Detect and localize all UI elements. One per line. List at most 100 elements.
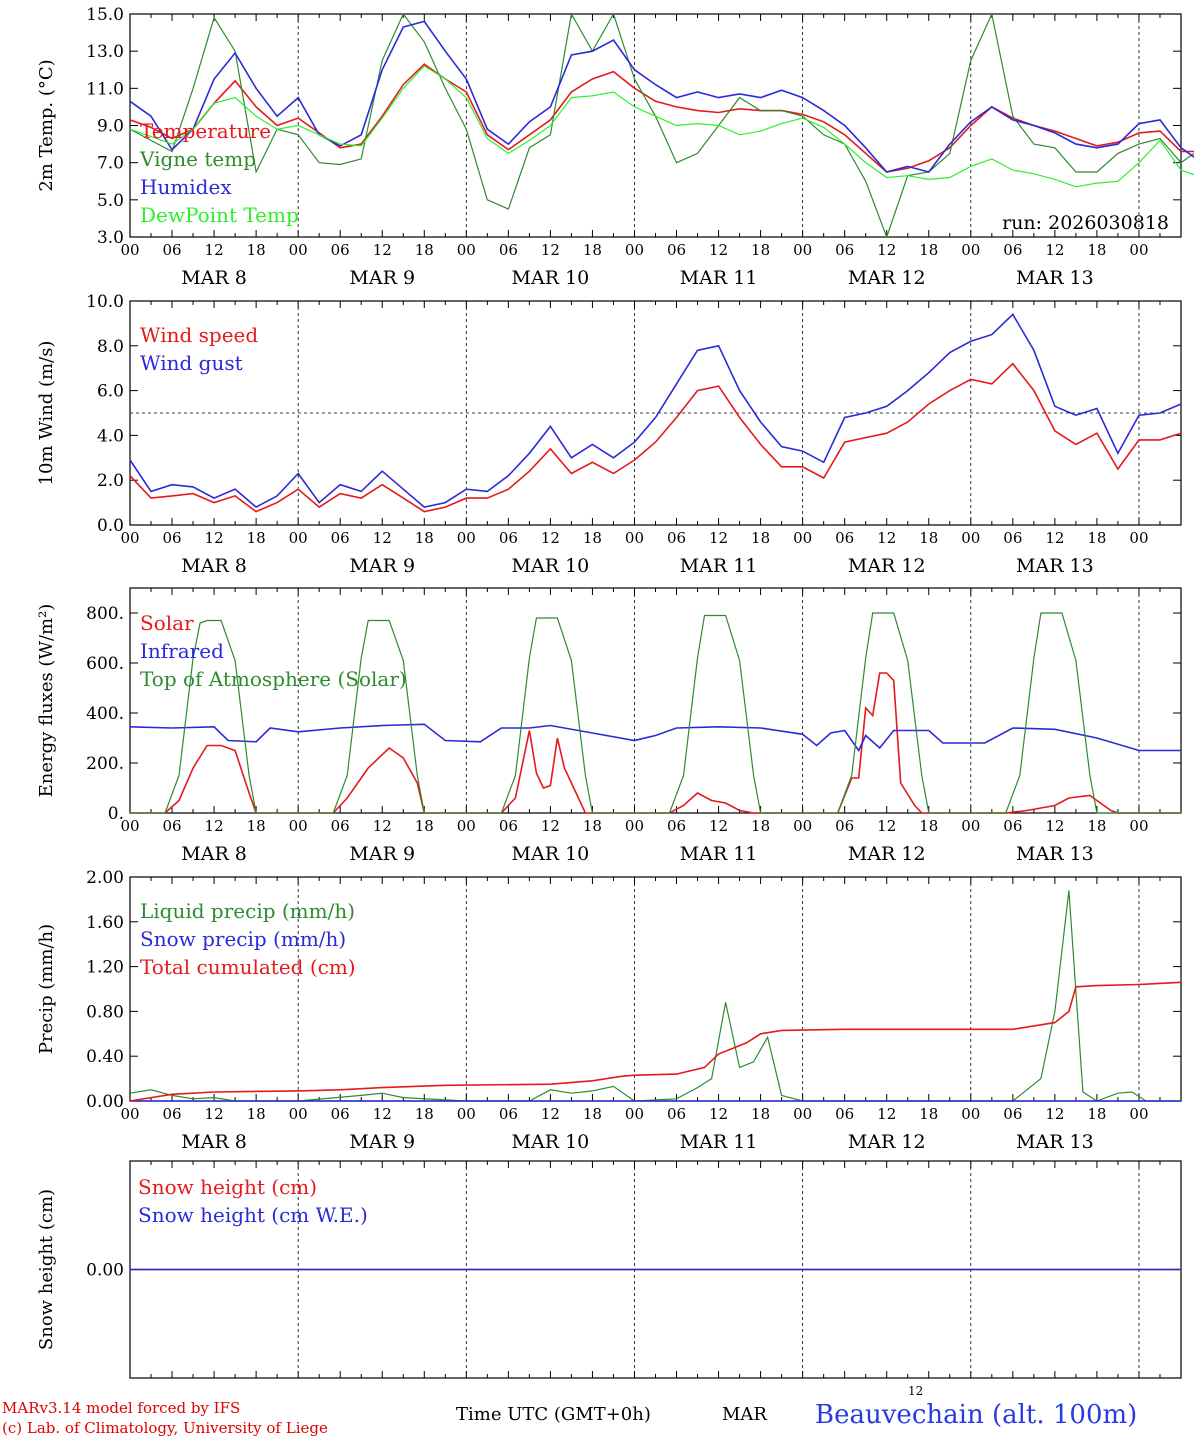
footer-month: MAR xyxy=(722,1404,767,1425)
x-tick-label: 18 xyxy=(583,529,602,547)
x-tick-label: 00 xyxy=(961,529,980,547)
day-label: MAR 12 xyxy=(848,267,926,289)
x-tick-label: 18 xyxy=(247,817,266,835)
legend-entry: Solar xyxy=(140,611,194,635)
x-tick-label: 18 xyxy=(247,1105,266,1123)
series-line-vigne-temp xyxy=(129,12,1194,239)
x-tick-label: 06 xyxy=(162,1105,181,1123)
x-tick-label: 00 xyxy=(961,817,980,835)
credit-line-2: (c) Lab. of Climatology, University of L… xyxy=(2,1419,328,1437)
y-axis-label: Precip (mm/h) xyxy=(36,924,57,1054)
day-label: MAR 9 xyxy=(349,555,415,577)
y-tick-label: 2.00 xyxy=(86,868,124,888)
day-label: MAR 9 xyxy=(349,267,415,289)
x-tick-label: 00 xyxy=(289,817,308,835)
day-label: MAR 12 xyxy=(848,843,926,865)
y-tick-label: 11.0 xyxy=(86,79,124,99)
series-line-dewpoint-temp xyxy=(129,65,1194,188)
x-tick-label: 06 xyxy=(1003,529,1022,547)
y-tick-label: 7.0 xyxy=(97,154,124,174)
x-tick-label: 18 xyxy=(919,241,938,259)
series-line-total-cumulated-cm xyxy=(129,981,1182,1102)
x-tick-label: 00 xyxy=(1129,241,1148,259)
x-tick-label: 06 xyxy=(162,817,181,835)
day-label: MAR 8 xyxy=(181,1131,247,1153)
x-tick-label: 00 xyxy=(961,241,980,259)
x-tick-label: 06 xyxy=(835,241,854,259)
y-tick-label: 0.40 xyxy=(86,1047,124,1067)
panel-3: 0. 200. 400. 600. 800. Energy fluxes (W/m²) 00… xyxy=(36,587,1182,865)
x-tick-label: 06 xyxy=(1003,817,1022,835)
day-label: MAR 13 xyxy=(1016,267,1094,289)
x-tick-label: 06 xyxy=(331,241,350,259)
legend-entry: Snow precip (mm/h) xyxy=(140,927,346,951)
x-tick-label: 00 xyxy=(793,817,812,835)
y-tick-label: 2.0 xyxy=(97,471,124,491)
day-label: MAR 13 xyxy=(1016,1131,1094,1153)
x-tick-label: 00 xyxy=(1129,1105,1148,1123)
legend-entry: Wind speed xyxy=(140,323,258,347)
series-line-wind-speed xyxy=(129,362,1182,513)
legend-entry: Wind gust xyxy=(140,351,243,375)
legend-entry: Vigne temp xyxy=(139,147,256,171)
y-tick-label: 15.0 xyxy=(86,5,124,25)
panel-4: 0.00 0.40 0.80 1.20 1.60 2.00 Precip (mm/h) 00 0… xyxy=(36,868,1182,1153)
x-tick-label: 00 xyxy=(289,1105,308,1123)
day-label: MAR 10 xyxy=(512,267,590,289)
y-tick-label: 13.0 xyxy=(86,42,124,62)
x-tick-label: 00 xyxy=(120,1105,139,1123)
x-tick-label: 06 xyxy=(499,529,518,547)
x-tick-label: 06 xyxy=(1003,241,1022,259)
x-tick-label: 12 xyxy=(1045,817,1064,835)
x-tick-label: 00 xyxy=(289,241,308,259)
x-tick-label: 18 xyxy=(1087,817,1106,835)
day-label: MAR 8 xyxy=(181,267,247,289)
x-tick-label: 12 xyxy=(877,529,896,547)
day-label: MAR 13 xyxy=(1016,843,1094,865)
y-tick-label: 0.0 xyxy=(97,516,124,536)
x-tick-label: 00 xyxy=(793,529,812,547)
station-name: Beauvechain (alt. 100m) xyxy=(815,1400,1138,1430)
footer-day: 12 xyxy=(908,1384,924,1398)
y-tick-label: 0.80 xyxy=(86,1002,124,1022)
x-tick-label: 18 xyxy=(1087,1105,1106,1123)
day-label: MAR 10 xyxy=(512,1131,590,1153)
x-tick-label: 00 xyxy=(457,529,476,547)
x-tick-label: 18 xyxy=(751,1105,770,1123)
x-tick-label: 18 xyxy=(751,817,770,835)
x-tick-label: 00 xyxy=(625,529,644,547)
x-tick-label: 12 xyxy=(541,241,560,259)
x-tick-label: 12 xyxy=(373,241,392,259)
x-tick-label: 00 xyxy=(289,529,308,547)
model-credit: MARv3.14 model forced by IFS (c) Lab. of… xyxy=(2,1398,328,1438)
y-tick-label: 0.00 xyxy=(86,1092,124,1112)
y-axis-label: 2m Temp. (°C) xyxy=(36,59,57,191)
x-tick-label: 06 xyxy=(835,529,854,547)
day-label: MAR 13 xyxy=(1016,555,1094,577)
legend-entry: Liquid precip (mm/h) xyxy=(140,899,355,923)
x-tick-label: 06 xyxy=(667,241,686,259)
x-tick-label: 12 xyxy=(373,529,392,547)
y-axis-label: Energy fluxes (W/m²) xyxy=(36,604,57,798)
credit-line-1: MARv3.14 model forced by IFS xyxy=(2,1399,241,1417)
x-tick-label: 06 xyxy=(1003,1105,1022,1123)
x-tick-label: 00 xyxy=(457,1105,476,1123)
y-tick-label: 400. xyxy=(86,704,124,724)
panel-2: 0.0 2.0 4.0 6.0 8.0 10.0 10m Wind (m/s) 00 06 12 1… xyxy=(36,292,1182,577)
x-tick-label: 00 xyxy=(793,241,812,259)
y-tick-label: 4.0 xyxy=(97,426,124,446)
x-tick-label: 06 xyxy=(667,1105,686,1123)
x-tick-label: 00 xyxy=(1129,529,1148,547)
day-label: MAR 11 xyxy=(680,267,758,289)
x-tick-label: 12 xyxy=(541,529,560,547)
x-tick-label: 00 xyxy=(457,817,476,835)
x-tick-label: 12 xyxy=(1045,1105,1064,1123)
y-tick-label: 9.0 xyxy=(97,117,124,137)
time-axis-label: Time UTC (GMT+0h) xyxy=(456,1404,651,1425)
x-tick-label: 12 xyxy=(373,1105,392,1123)
day-label: MAR 11 xyxy=(680,555,758,577)
x-tick-label: 00 xyxy=(793,1105,812,1123)
x-tick-label: 00 xyxy=(1129,817,1148,835)
legend-entry: Infrared xyxy=(140,639,224,663)
